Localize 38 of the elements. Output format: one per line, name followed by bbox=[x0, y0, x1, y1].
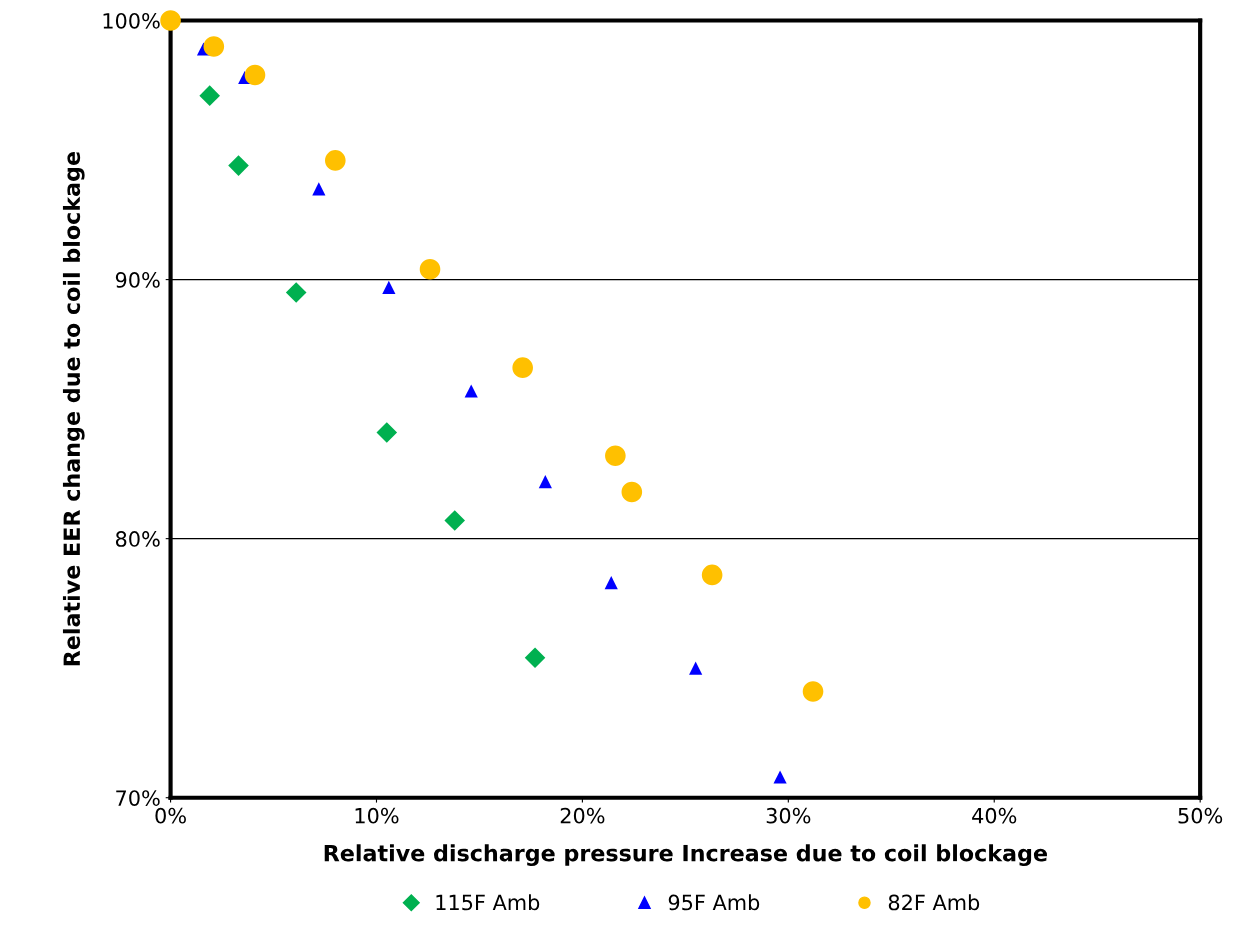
point bbox=[376, 422, 398, 443]
y-tick-label: 80% bbox=[115, 531, 160, 547]
point bbox=[773, 770, 787, 784]
point bbox=[419, 258, 441, 280]
x-tick-label: 10% bbox=[355, 807, 399, 824]
point bbox=[689, 661, 703, 675]
legend-label: 115F Amb bbox=[436, 894, 540, 911]
point bbox=[160, 10, 181, 31]
point bbox=[621, 481, 643, 503]
y-tick-label: 70% bbox=[116, 790, 160, 806]
point bbox=[325, 150, 346, 171]
point bbox=[512, 357, 533, 378]
x-tick-label: 30% bbox=[766, 807, 811, 824]
x-axis-title: Relative discharge pressure Increase due to coil blockage bbox=[324, 844, 1047, 866]
x-tick-label: 50% bbox=[1178, 807, 1223, 824]
point bbox=[312, 182, 326, 196]
x-tick-label: 0% bbox=[155, 807, 186, 824]
point bbox=[802, 681, 824, 702]
point bbox=[538, 475, 552, 489]
point bbox=[244, 64, 266, 86]
x-tick-label: 20% bbox=[560, 807, 605, 824]
y-tick-label: 90% bbox=[115, 272, 160, 288]
point bbox=[604, 576, 618, 590]
point bbox=[605, 445, 626, 467]
point bbox=[199, 85, 220, 106]
point bbox=[228, 155, 249, 176]
point bbox=[203, 36, 225, 57]
x-tick-label: 40% bbox=[972, 807, 1017, 824]
y-axis-title: Relative EER change due to coil blockage bbox=[62, 152, 85, 666]
legend-label: 95F Amb bbox=[668, 894, 760, 911]
point bbox=[524, 647, 546, 669]
y-tick-label: 100% bbox=[103, 12, 160, 29]
legend-label: 82F Amb bbox=[888, 894, 980, 911]
point bbox=[382, 280, 396, 294]
point bbox=[464, 384, 478, 398]
point bbox=[285, 282, 307, 303]
point bbox=[701, 564, 723, 586]
point bbox=[444, 510, 466, 531]
